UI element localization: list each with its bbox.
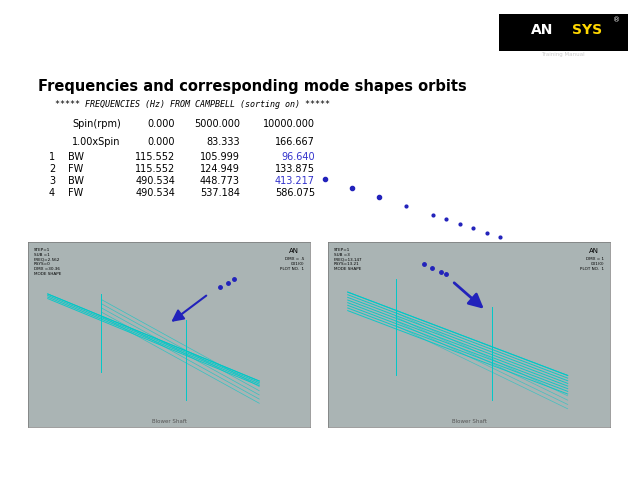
Text: 133.875: 133.875 — [275, 164, 315, 174]
Text: 124.949: 124.949 — [200, 164, 240, 174]
Text: 537.184: 537.184 — [200, 188, 240, 198]
Text: 10000.000: 10000.000 — [263, 119, 315, 129]
Text: 0.000: 0.000 — [147, 119, 175, 129]
Text: BW: BW — [68, 176, 84, 186]
Text: 0.000: 0.000 — [147, 137, 175, 147]
Text: Blower Shaft: Blower Shaft — [452, 419, 486, 424]
Text: 115.552: 115.552 — [135, 152, 175, 162]
Text: AN: AN — [589, 248, 599, 253]
Text: AN: AN — [531, 23, 553, 37]
Text: 413.217: 413.217 — [275, 176, 315, 186]
Text: DMX = .5
001(0)
PLOT NO.  1: DMX = .5 001(0) PLOT NO. 1 — [280, 257, 305, 271]
Text: 96.640: 96.640 — [282, 152, 315, 162]
Text: ANSYS, Inc. Proprietary
© 2009 ANSYS, Inc.  All rights reserved.: ANSYS, Inc. Proprietary © 2009 ANSYS, In… — [8, 454, 118, 467]
Text: FW: FW — [68, 188, 83, 198]
Text: 1.00xSpin: 1.00xSpin — [72, 137, 120, 147]
Text: 4: 4 — [49, 188, 55, 198]
Text: DMX = 1
001(0)
PLOT NO.  1: DMX = 1 001(0) PLOT NO. 1 — [580, 257, 604, 271]
Text: 490.534: 490.534 — [135, 176, 175, 186]
Text: 83.333: 83.333 — [206, 137, 240, 147]
Text: STEP=1
SUB =3
FREQ=13.147
RSYS=13.21
MODE SHAPE: STEP=1 SUB =3 FREQ=13.147 RSYS=13.21 MOD… — [333, 248, 362, 271]
Text: SYS: SYS — [572, 23, 602, 37]
Text: STEP=1
SUB =1
FREQ=2.562
RSYS=0
DMX =30.36
MODE SHAPE: STEP=1 SUB =1 FREQ=2.562 RSYS=0 DMX =30.… — [34, 248, 61, 276]
Text: Blower Shaft: Blower Shaft — [152, 419, 186, 424]
Text: April 30, 2009
Inventory #002784: April 30, 2009 Inventory #002784 — [579, 455, 632, 467]
Text: Spin(rpm): Spin(rpm) — [72, 119, 121, 129]
Text: 3: 3 — [49, 176, 55, 186]
Text: ®: ® — [613, 17, 621, 23]
Text: 448.773: 448.773 — [200, 176, 240, 186]
Text: 2: 2 — [49, 164, 55, 174]
Text: Frequencies and corresponding mode shapes orbits: Frequencies and corresponding mode shape… — [38, 79, 467, 94]
Text: Blower shaft - modal analysis: Blower shaft - modal analysis — [8, 28, 262, 43]
Text: FW: FW — [68, 164, 83, 174]
Text: 115.552: 115.552 — [135, 164, 175, 174]
Text: 166.667: 166.667 — [275, 137, 315, 147]
Text: BW: BW — [68, 152, 84, 162]
Bar — [499, 13, 628, 51]
Text: AN: AN — [289, 248, 299, 253]
Text: ***** FREQUENCIES (Hz) FROM CAMPBELL (sorting on) *****: ***** FREQUENCIES (Hz) FROM CAMPBELL (so… — [55, 100, 330, 109]
Text: 1: 1 — [49, 152, 55, 162]
Text: 586.075: 586.075 — [275, 188, 315, 198]
Text: 490.534: 490.534 — [135, 188, 175, 198]
Text: 105.999: 105.999 — [200, 152, 240, 162]
Text: Training Manual: Training Manual — [541, 52, 585, 57]
Text: 5000.000: 5000.000 — [194, 119, 240, 129]
Text: 1-72: 1-72 — [309, 459, 331, 468]
